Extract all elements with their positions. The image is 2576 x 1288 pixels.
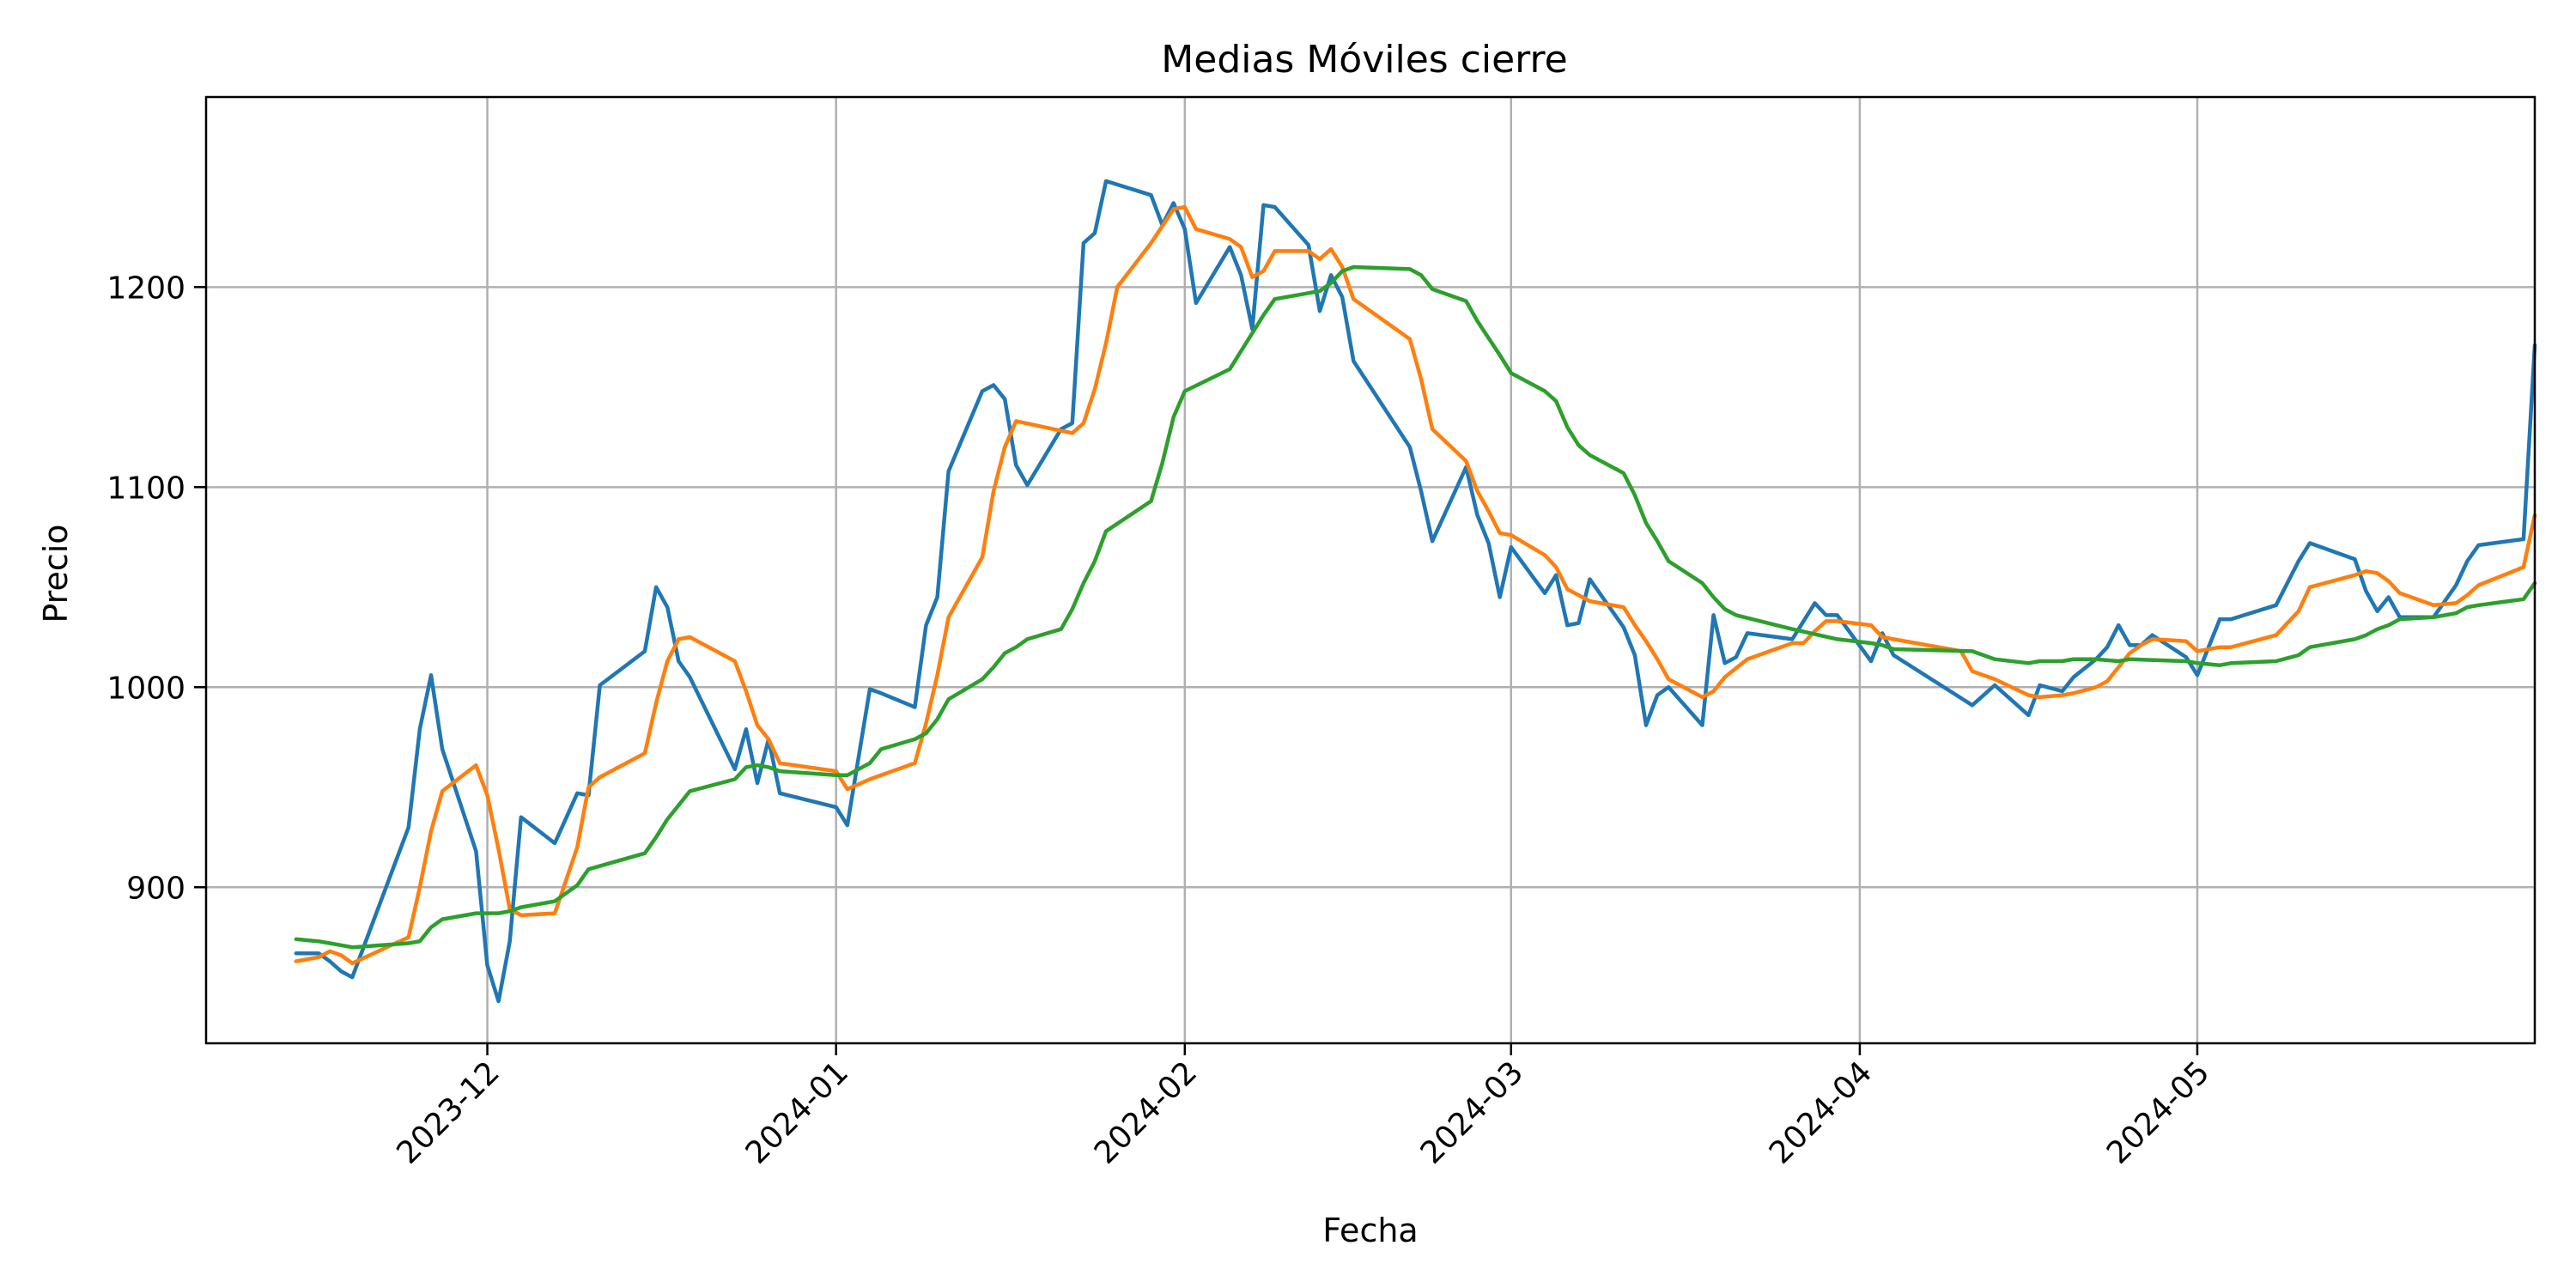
chart-title: Medias Móviles cierre <box>1161 38 1567 82</box>
y-axis: 900 1000 1100 1200 <box>106 270 206 906</box>
series-group <box>294 179 2537 1004</box>
grid <box>206 97 2535 1043</box>
y-tick-label: 1200 <box>106 270 185 306</box>
series-line-3 <box>294 264 2537 950</box>
y-tick-label: 1100 <box>106 471 185 506</box>
series-line-1 <box>294 179 2537 1004</box>
y-axis-label: Precio <box>37 524 75 623</box>
y-tick-label: 900 <box>126 871 185 906</box>
plot-frame <box>204 95 2537 1045</box>
x-axis-label: Fecha <box>1322 1212 1418 1249</box>
y-tick-label: 1000 <box>106 671 185 706</box>
series-line-2 <box>294 204 2537 966</box>
